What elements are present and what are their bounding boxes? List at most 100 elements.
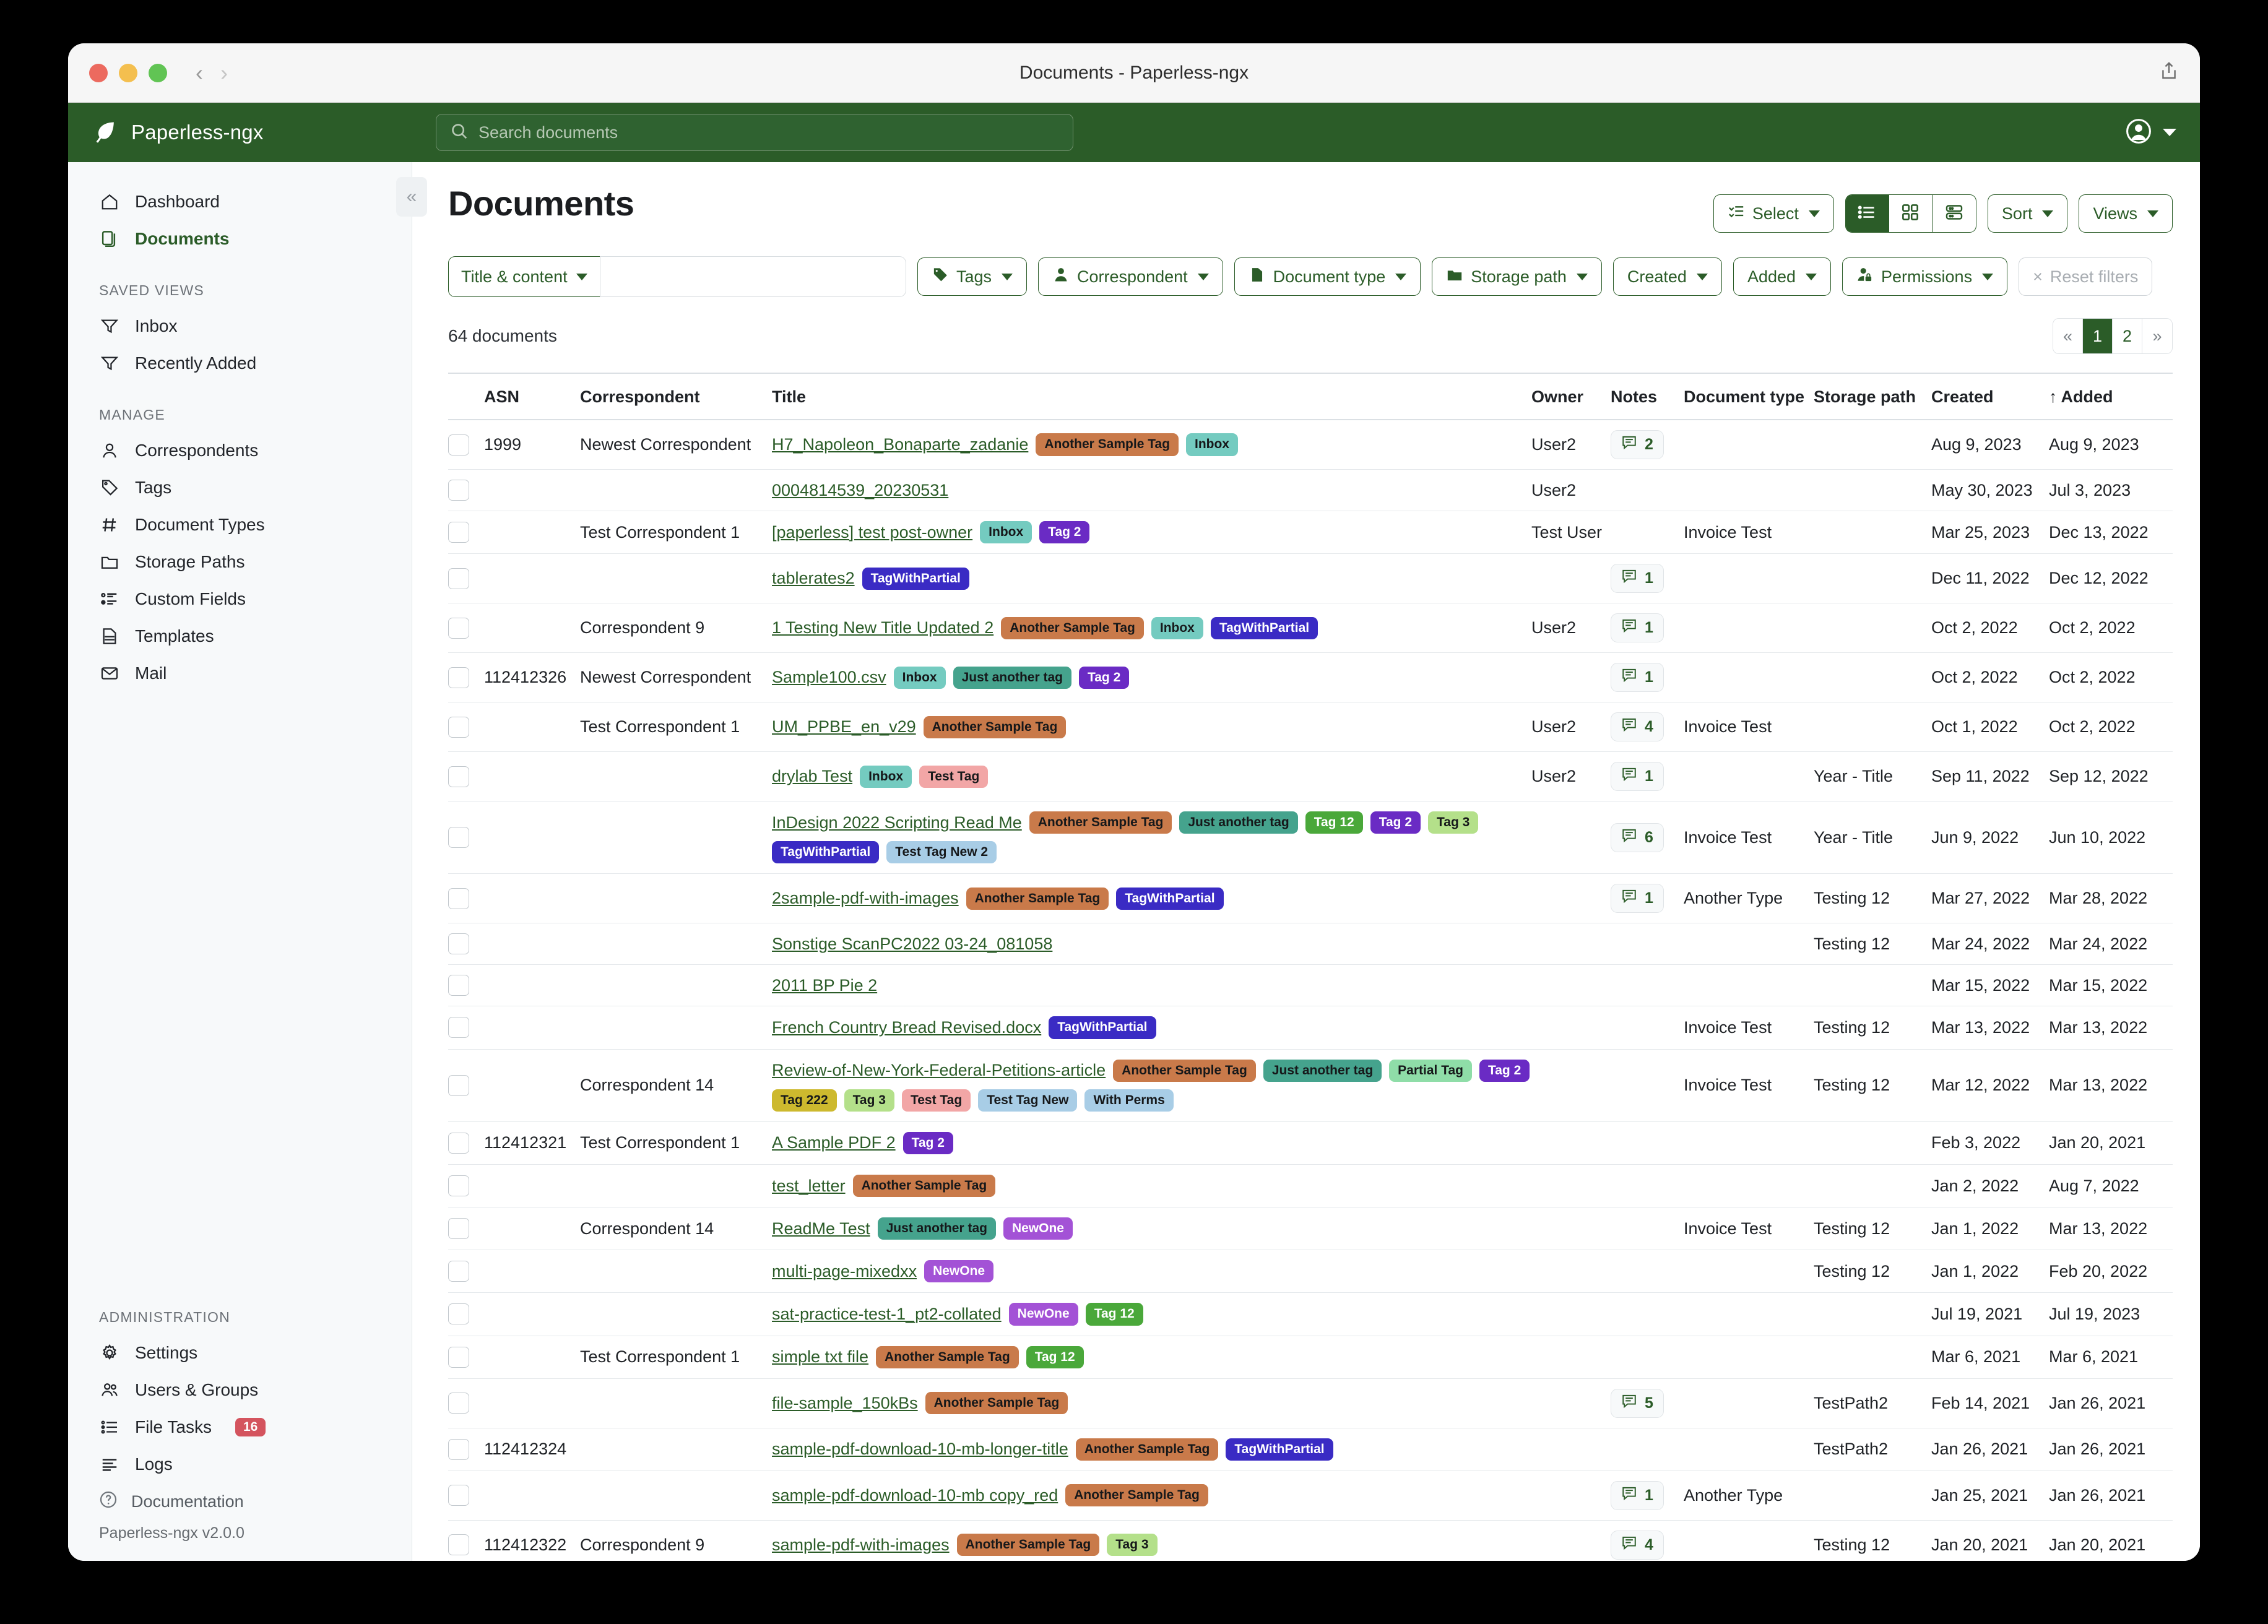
row-checkbox[interactable]: [448, 568, 469, 589]
row-checkbox-cell[interactable]: [448, 469, 484, 511]
tag-badge[interactable]: TagWithPartial: [1049, 1016, 1156, 1039]
user-circle-icon[interactable]: [2124, 117, 2153, 149]
tag-badge[interactable]: Just another tag: [1263, 1059, 1382, 1082]
pagination-page-1[interactable]: 1: [2083, 319, 2113, 353]
document-title-link[interactable]: test_letter: [772, 1176, 846, 1195]
row-checkbox-cell[interactable]: [448, 1520, 484, 1561]
row-checkbox-cell[interactable]: [448, 1336, 484, 1379]
browser-navigation[interactable]: ‹ ›: [196, 59, 228, 85]
tag-badge[interactable]: NewOne: [1008, 1303, 1078, 1326]
row-checkbox[interactable]: [448, 1438, 469, 1460]
row-checkbox[interactable]: [448, 716, 469, 738]
tag-badge[interactable]: Another Sample Tag: [852, 1174, 996, 1198]
document-title-link[interactable]: [paperless] test post-owner: [772, 522, 973, 542]
table-row[interactable]: 1999 Newest Correspondent H7_Napoleon_Bona…: [448, 420, 2173, 470]
table-row[interactable]: Test Correspondent 1 [paperless] test pos…: [448, 511, 2173, 555]
document-title-link[interactable]: UM_PPBE_en_v29: [772, 717, 916, 736]
view-mode-toggle[interactable]: [1845, 194, 1976, 233]
table-row[interactable]: 112412324 sample-pdf-download-10-mb-longe…: [448, 1428, 2173, 1471]
minimize-window-button[interactable]: [119, 63, 137, 82]
row-checkbox[interactable]: [448, 1346, 469, 1368]
document-title-link[interactable]: 1 Testing New Title Updated 2: [772, 618, 994, 637]
tag-badge[interactable]: Inbox: [860, 765, 912, 788]
row-checkbox-cell[interactable]: [448, 603, 484, 654]
row-checkbox-cell[interactable]: [448, 801, 484, 875]
sort-button[interactable]: Sort: [1987, 194, 2068, 233]
pagination-last[interactable]: »: [2142, 319, 2172, 353]
table-row[interactable]: Correspondent 14 ReadMe Test Just another …: [448, 1207, 2173, 1251]
select-all-header[interactable]: [448, 373, 484, 420]
created-filter-button[interactable]: Created: [1612, 257, 1722, 296]
notes-pill[interactable]: 4: [1611, 712, 1664, 742]
close-window-button[interactable]: [89, 63, 108, 82]
tag-badge[interactable]: NewOne: [924, 1260, 994, 1283]
tags-filter-button[interactable]: Tags: [917, 257, 1028, 296]
row-checkbox-cell[interactable]: [448, 1378, 484, 1428]
maximize-window-button[interactable]: [149, 63, 167, 82]
tag-badge[interactable]: Tag 12: [1305, 811, 1363, 834]
table-row[interactable]: sample-pdf-download-10-mb copy_red Anothe…: [448, 1471, 2173, 1521]
row-checkbox-cell[interactable]: [448, 964, 484, 1007]
tag-badge[interactable]: Just another tag: [1179, 811, 1298, 834]
sidebar-item-correspondents[interactable]: Correspondents: [68, 432, 412, 469]
row-checkbox-cell[interactable]: [448, 873, 484, 924]
table-row[interactable]: file-sample_150kBs Another Sample Tag 5 Tes…: [448, 1378, 2173, 1428]
column-header-document-type[interactable]: Document type: [1684, 373, 1814, 420]
row-checkbox-cell[interactable]: [448, 1207, 484, 1251]
row-checkbox[interactable]: [448, 1261, 469, 1282]
row-checkbox-cell[interactable]: [448, 1006, 484, 1050]
document-title-link[interactable]: Sonstige ScanPC2022 03-24_081058: [772, 934, 1053, 953]
table-row[interactable]: sat-practice-test-1_pt2-collated NewOne Ta…: [448, 1292, 2173, 1336]
document-title-link[interactable]: 2sample-pdf-with-images: [772, 889, 959, 908]
row-checkbox[interactable]: [448, 933, 469, 955]
notes-pill[interactable]: 1: [1611, 884, 1664, 914]
sidebar-item-documentation[interactable]: Documentation: [68, 1483, 412, 1518]
tag-badge[interactable]: Tag 2: [1370, 811, 1421, 834]
table-row[interactable]: 2011 BP Pie 2 Mar 15, 2022 Mar 15, 2022: [448, 964, 2173, 1007]
row-checkbox-cell[interactable]: [448, 1471, 484, 1521]
table-row[interactable]: tablerates2 TagWithPartial 1 Dec 11, 2022 De…: [448, 553, 2173, 604]
title-content-filter[interactable]: Title & content: [448, 256, 906, 297]
window-controls[interactable]: [89, 63, 167, 82]
column-header-added[interactable]: ↑ Added: [2049, 373, 2173, 420]
row-checkbox[interactable]: [448, 1485, 469, 1506]
tag-badge[interactable]: Just another tag: [953, 666, 1071, 689]
table-row[interactable]: 112412322 Correspondent 9 sample-pdf-with-…: [448, 1520, 2173, 1561]
document-title-link[interactable]: multi-page-mixedxx: [772, 1261, 917, 1281]
column-header-created[interactable]: Created: [1931, 373, 2049, 420]
table-row[interactable]: 2sample-pdf-with-images Another Sample Ta…: [448, 873, 2173, 924]
tag-badge[interactable]: Another Sample Tag: [1075, 1438, 1219, 1461]
sidebar-item-dashboard[interactable]: Dashboard: [68, 183, 412, 220]
permissions-filter-button[interactable]: Permissions: [1842, 257, 2008, 296]
table-row[interactable]: test_letter Another Sample Tag Jan 2, 2022…: [448, 1164, 2173, 1208]
tag-badge[interactable]: TagWithPartial: [1116, 887, 1224, 910]
row-checkbox[interactable]: [448, 766, 469, 787]
sidebar-item-documents[interactable]: Documents: [68, 220, 412, 257]
document-title-link[interactable]: 0004814539_20230531: [772, 480, 949, 499]
forward-icon[interactable]: ›: [220, 59, 228, 85]
row-checkbox-cell[interactable]: [448, 1121, 484, 1165]
document-title-link[interactable]: tablerates2: [772, 569, 855, 588]
notes-pill[interactable]: 6: [1611, 823, 1664, 852]
row-checkbox-cell[interactable]: [448, 1049, 484, 1122]
tag-badge[interactable]: Test Tag New 2: [886, 841, 997, 864]
tag-badge[interactable]: Another Sample Tag: [1036, 433, 1179, 456]
table-row[interactable]: 112412326 Newest Correspondent Sample100.c…: [448, 652, 2173, 703]
tag-badge[interactable]: TagWithPartial: [1210, 616, 1318, 639]
sidebar-item-recently-added[interactable]: Recently Added: [68, 345, 412, 382]
document-title-link[interactable]: drylab Test: [772, 767, 853, 786]
tag-badge[interactable]: Tag 12: [1085, 1303, 1143, 1326]
views-button[interactable]: Views: [2079, 194, 2173, 233]
view-mode-detail-button[interactable]: [1933, 195, 1976, 232]
sidebar-item-templates[interactable]: Templates: [68, 618, 412, 655]
table-row[interactable]: Test Correspondent 1 UM_PPBE_en_v29 Anothe…: [448, 702, 2173, 753]
view-mode-list-button[interactable]: [1845, 195, 1889, 232]
notes-pill[interactable]: 2: [1611, 430, 1664, 459]
tag-badge[interactable]: Another Sample Tag: [1001, 616, 1144, 639]
document-title-link[interactable]: Review-of-New-York-Federal-Petitions-art…: [772, 1061, 1106, 1080]
row-checkbox-cell[interactable]: [448, 702, 484, 753]
column-header-storage-path[interactable]: Storage path: [1814, 373, 1931, 420]
row-checkbox[interactable]: [448, 667, 469, 688]
